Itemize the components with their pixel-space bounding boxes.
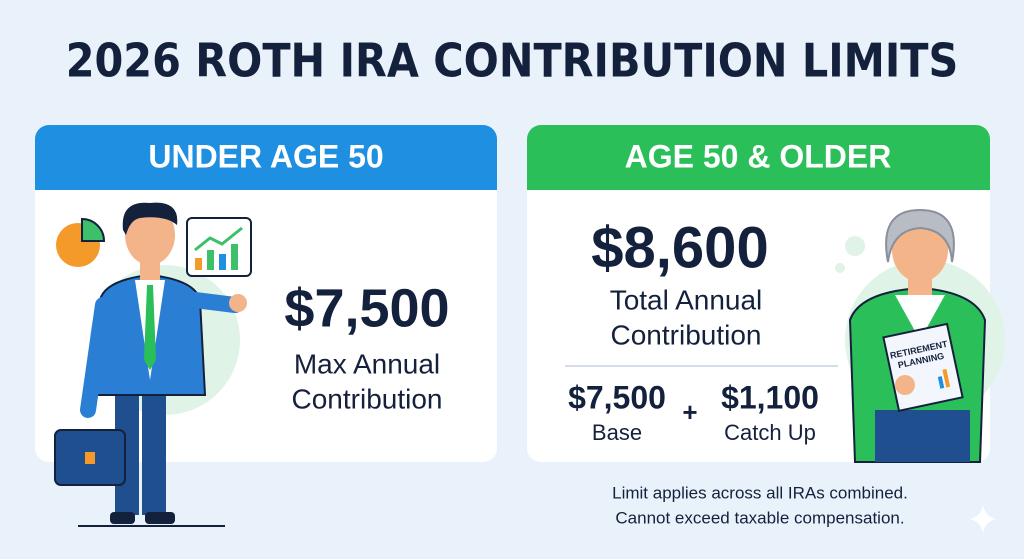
card-50-older: AGE 50 & OLDER $8,600 Total Annual Contr… xyxy=(527,125,1005,463)
title: 2026 ROTH IRA CONTRIBUTION LIMITS xyxy=(66,34,959,88)
decor-dot xyxy=(835,263,845,273)
chart-icon-bar xyxy=(207,250,214,270)
catch-up-label: Catch Up xyxy=(724,420,816,445)
chart-icon-line xyxy=(194,226,243,252)
amount: $8,600 xyxy=(591,215,768,280)
note: Limit applies across all IRAs combined. xyxy=(612,483,908,502)
man-illustration xyxy=(54,202,247,527)
amount-label: Total Annual xyxy=(610,284,763,315)
catch-up-amount: $1,100 xyxy=(721,379,819,415)
base-amount: $7,500 xyxy=(568,379,666,415)
amount: $7,500 xyxy=(284,278,449,338)
base-label: Base xyxy=(592,420,642,445)
amount-label: Max Annual xyxy=(294,348,440,379)
card-header-text: UNDER AGE 50 xyxy=(148,138,383,174)
note: Cannot exceed taxable compensation. xyxy=(615,508,904,527)
amount-label: Contribution xyxy=(292,383,443,414)
card-under-50: UNDER AGE 50 $ xyxy=(35,125,497,527)
chart-icon-bar xyxy=(219,254,226,270)
pie-slice xyxy=(81,217,106,242)
card-header-text: AGE 50 & OLDER xyxy=(625,138,892,174)
decor-dot xyxy=(845,236,865,256)
chart-icon-bar xyxy=(231,244,238,270)
chart-icon-bar xyxy=(195,258,202,270)
sparkle xyxy=(969,505,997,533)
card-header xyxy=(35,125,497,190)
amount-label: Contribution xyxy=(611,319,762,350)
woman-illustration: RETIREMENT PLANNING xyxy=(848,208,987,463)
card-header xyxy=(527,125,990,190)
plus-sign: + xyxy=(682,397,697,427)
